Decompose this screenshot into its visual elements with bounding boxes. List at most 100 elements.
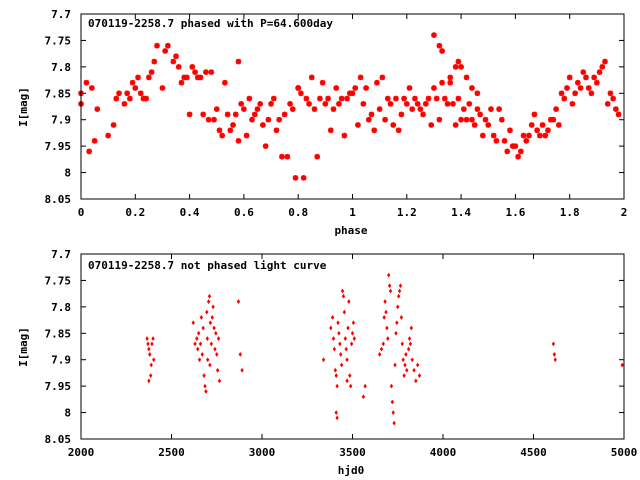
data-point	[279, 153, 285, 160]
data-point	[382, 116, 388, 123]
data-point	[204, 389, 208, 394]
data-point	[347, 299, 351, 304]
data-point	[89, 85, 95, 91]
data-point	[335, 383, 339, 389]
data-point	[387, 101, 394, 107]
data-point	[371, 127, 378, 134]
data-point	[216, 127, 223, 134]
data-point	[461, 106, 467, 112]
data-point	[490, 132, 497, 139]
data-point	[523, 138, 530, 144]
data-point	[207, 293, 212, 299]
data-point	[135, 74, 141, 81]
data-point	[553, 357, 557, 363]
x-tick-label: 4500	[520, 446, 547, 459]
data-point	[433, 95, 440, 102]
data-point	[345, 357, 349, 363]
data-point	[452, 122, 459, 128]
data-point	[205, 309, 209, 315]
y-axis-label: I[mag]	[17, 87, 30, 127]
data-point	[442, 95, 448, 102]
data-point	[292, 175, 299, 181]
data-point	[580, 69, 587, 75]
data-point	[215, 352, 219, 357]
data-point	[596, 69, 603, 75]
data-point	[232, 111, 239, 118]
data-point	[552, 352, 556, 357]
data-point	[197, 357, 202, 363]
data-point	[341, 293, 346, 299]
data-point	[352, 85, 359, 91]
data-point	[196, 330, 201, 336]
data-point	[412, 367, 416, 373]
data-point	[195, 336, 199, 341]
x-tick-label: 1.8	[560, 206, 580, 219]
data-point	[558, 90, 565, 97]
data-point	[447, 79, 454, 86]
data-point	[235, 58, 242, 65]
data-point	[197, 74, 204, 81]
x-tick-label: 1.6	[505, 206, 525, 219]
data-point	[542, 132, 549, 139]
data-point	[341, 132, 348, 139]
data-point	[393, 95, 399, 102]
x-tick-label: 3500	[339, 446, 366, 459]
data-point	[137, 90, 144, 97]
data-point	[327, 127, 334, 134]
data-point	[384, 95, 391, 102]
data-point	[91, 138, 98, 144]
data-point	[384, 309, 388, 315]
x-tick-label: 5000	[611, 446, 638, 459]
data-point	[566, 74, 573, 81]
data-point	[376, 106, 383, 112]
data-point	[219, 132, 225, 139]
x-tick-label: 1	[349, 206, 356, 219]
data-point	[241, 106, 247, 112]
data-point	[152, 357, 156, 363]
data-point	[414, 378, 418, 384]
data-point	[402, 373, 406, 378]
data-point	[303, 95, 310, 102]
data-point	[281, 111, 288, 118]
data-point	[493, 138, 500, 144]
data-point	[363, 383, 367, 389]
data-point	[400, 341, 404, 347]
data-point	[420, 111, 426, 118]
data-point	[149, 362, 153, 368]
data-point	[222, 79, 228, 86]
data-point	[319, 79, 326, 86]
data-point	[148, 352, 152, 357]
data-point	[332, 346, 337, 352]
data-point	[213, 346, 217, 352]
data-point	[189, 64, 196, 70]
x-axis-label: hjd0	[338, 464, 365, 477]
data-point	[289, 106, 296, 112]
data-point	[306, 101, 312, 107]
data-point	[110, 122, 117, 128]
data-point	[399, 315, 404, 320]
data-point	[355, 122, 361, 128]
data-point	[389, 383, 394, 389]
data-point	[317, 95, 323, 102]
data-point	[531, 111, 538, 118]
data-point	[423, 101, 429, 107]
phased-light-curve-panel: 070119-2258.7 phased with P=64.600day ph…	[17, 8, 627, 237]
data-point	[148, 69, 155, 75]
data-point	[238, 352, 242, 357]
data-point	[396, 293, 401, 299]
data-point	[83, 79, 90, 86]
data-point	[170, 58, 177, 65]
data-point	[265, 116, 272, 123]
data-point	[348, 373, 352, 378]
data-point	[249, 116, 255, 123]
data-point	[209, 341, 213, 347]
data-point	[287, 101, 293, 107]
y-tick-label: 7.85	[45, 87, 72, 100]
data-point	[360, 101, 367, 107]
data-point	[556, 122, 562, 128]
data-point	[94, 106, 101, 112]
data-point	[439, 48, 445, 54]
data-point	[385, 325, 389, 331]
data-point	[349, 341, 354, 347]
